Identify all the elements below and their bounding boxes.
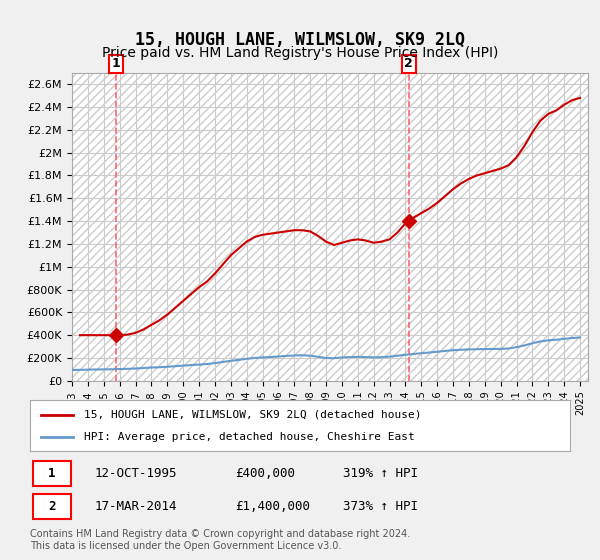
Text: 15, HOUGH LANE, WILMSLOW, SK9 2LQ: 15, HOUGH LANE, WILMSLOW, SK9 2LQ	[135, 31, 465, 49]
Text: HPI: Average price, detached house, Cheshire East: HPI: Average price, detached house, Ches…	[84, 432, 415, 442]
Text: £400,000: £400,000	[235, 466, 295, 480]
Text: 12-OCT-1995: 12-OCT-1995	[95, 466, 178, 480]
Text: 319% ↑ HPI: 319% ↑ HPI	[343, 466, 418, 480]
FancyBboxPatch shape	[33, 460, 71, 486]
Text: Price paid vs. HM Land Registry's House Price Index (HPI): Price paid vs. HM Land Registry's House …	[102, 46, 498, 60]
Text: 17-MAR-2014: 17-MAR-2014	[95, 500, 178, 512]
Text: 373% ↑ HPI: 373% ↑ HPI	[343, 500, 418, 512]
Text: 1: 1	[48, 466, 55, 480]
Text: 2: 2	[404, 57, 413, 70]
Text: Contains HM Land Registry data © Crown copyright and database right 2024.
This d: Contains HM Land Registry data © Crown c…	[30, 529, 410, 551]
Text: 2: 2	[48, 500, 55, 512]
Text: £1,400,000: £1,400,000	[235, 500, 310, 512]
FancyBboxPatch shape	[33, 493, 71, 519]
Text: 1: 1	[112, 57, 121, 70]
Text: 15, HOUGH LANE, WILMSLOW, SK9 2LQ (detached house): 15, HOUGH LANE, WILMSLOW, SK9 2LQ (detac…	[84, 409, 421, 419]
